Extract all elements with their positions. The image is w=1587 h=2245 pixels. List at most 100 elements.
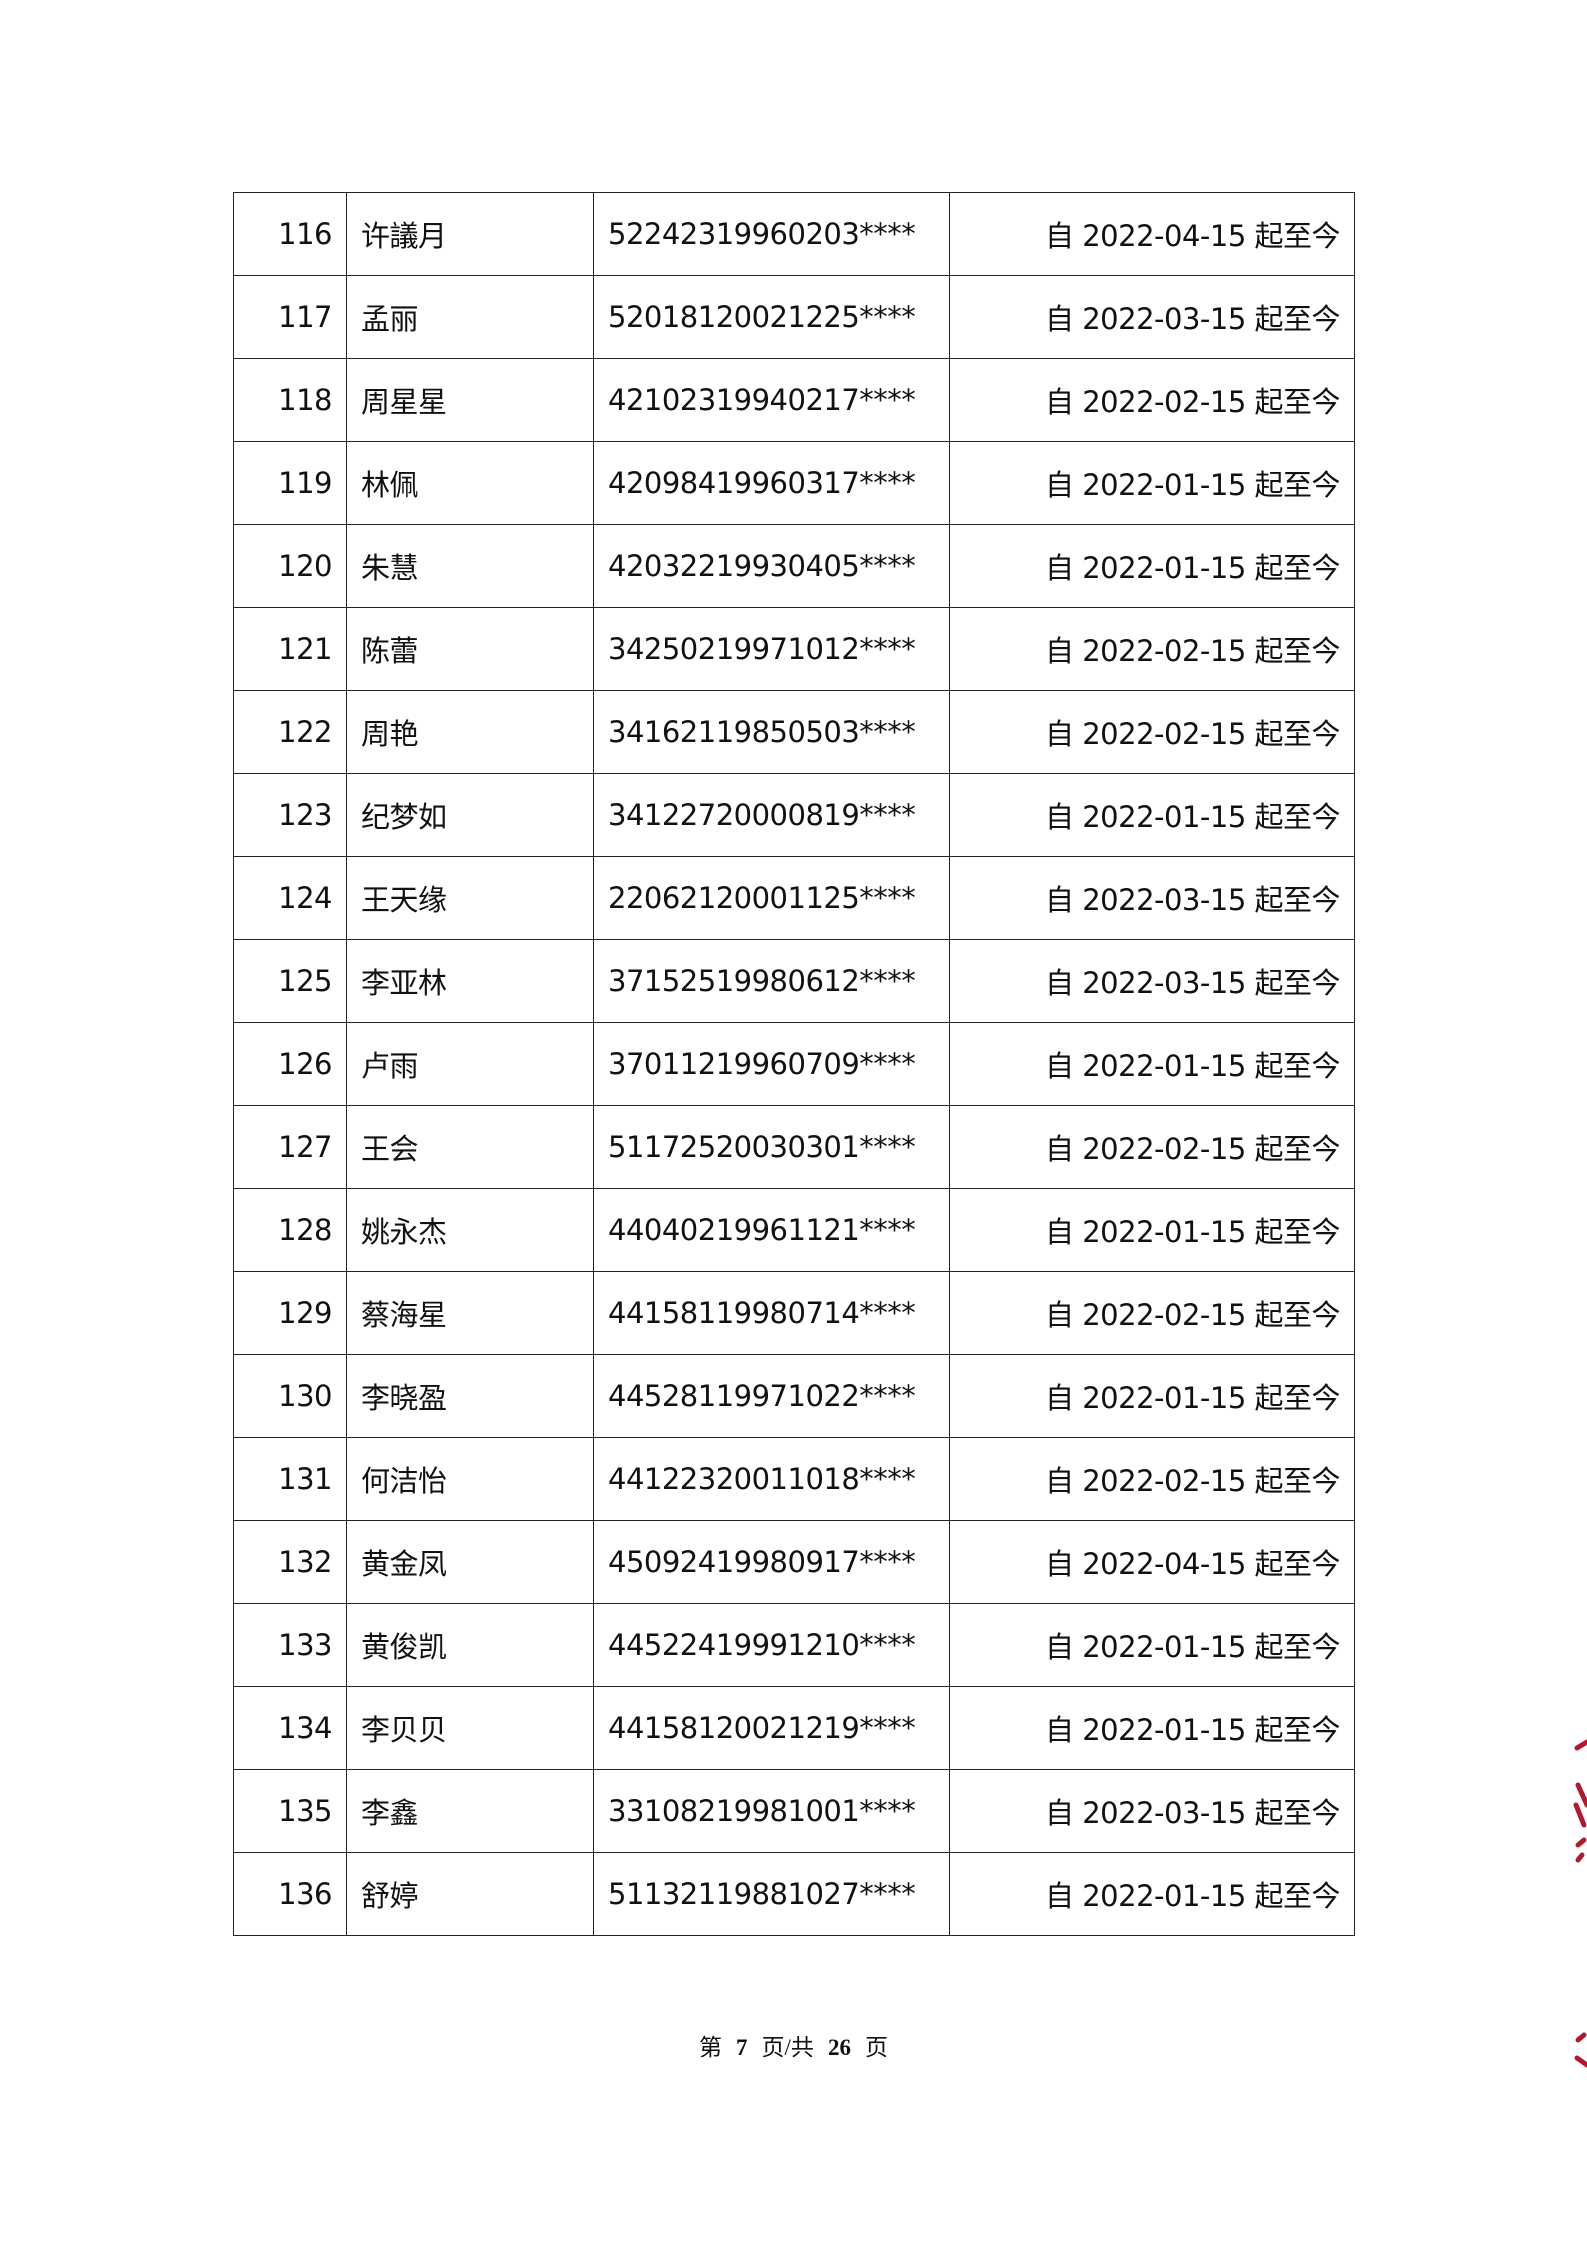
period: 自 2022-02-15 起至今	[949, 1437, 1355, 1521]
person-name: 李鑫	[346, 1769, 594, 1853]
id-number: 44122320011018****	[593, 1437, 950, 1521]
id-number: 34250219971012****	[593, 607, 950, 691]
row-number: 135	[233, 1769, 347, 1853]
table-row: 126 卢雨 37011219960709**** 自 2022-01-15 起至今	[233, 1022, 1355, 1106]
person-name: 何洁怡	[346, 1437, 594, 1521]
row-number: 132	[233, 1520, 347, 1604]
person-name: 舒婷	[346, 1852, 594, 1936]
row-number: 118	[233, 358, 347, 442]
row-number: 130	[233, 1354, 347, 1438]
id-number: 42098419960317****	[593, 441, 950, 525]
row-number: 120	[233, 524, 347, 608]
table-row: 130 李晓盈 44528119971022**** 自 2022-01-15 起至今	[233, 1354, 1355, 1438]
person-name: 许議月	[346, 192, 594, 276]
person-name: 蔡海星	[346, 1271, 594, 1355]
person-name: 孟丽	[346, 275, 594, 359]
row-number: 117	[233, 275, 347, 359]
row-number: 126	[233, 1022, 347, 1106]
footer-middle: 页/共	[761, 2035, 814, 2060]
table-row: 134 李贝贝 44158120021219**** 自 2022-01-15 起至今	[233, 1686, 1355, 1770]
id-number: 44158119980714****	[593, 1271, 950, 1355]
roster-table: 116 许議月 52242319960203**** 自 2022-04-15 起至今…	[233, 192, 1355, 1936]
row-number: 123	[233, 773, 347, 857]
period: 自 2022-01-15 起至今	[949, 1022, 1355, 1106]
table-row: 122 周艳 34162119850503**** 自 2022-02-15 起至今	[233, 690, 1355, 774]
table-row: 116 许議月 52242319960203**** 自 2022-04-15 起至今	[233, 192, 1355, 276]
period: 自 2022-04-15 起至今	[949, 192, 1355, 276]
person-name: 朱慧	[346, 524, 594, 608]
person-name: 陈蕾	[346, 607, 594, 691]
table-row: 127 王会 51172520030301**** 自 2022-02-15 起至今	[233, 1105, 1355, 1189]
id-number: 52018120021225****	[593, 275, 950, 359]
period: 自 2022-02-15 起至今	[949, 358, 1355, 442]
id-number: 52242319960203****	[593, 192, 950, 276]
row-number: 124	[233, 856, 347, 940]
period: 自 2022-01-15 起至今	[949, 524, 1355, 608]
period: 自 2022-02-15 起至今	[949, 1271, 1355, 1355]
table-row: 131 何洁怡 44122320011018**** 自 2022-02-15 起至今	[233, 1437, 1355, 1521]
table-row: 119 林佩 42098419960317**** 自 2022-01-15 起至今	[233, 441, 1355, 525]
row-number: 116	[233, 192, 347, 276]
footer-prefix: 第	[699, 2035, 723, 2060]
id-number: 44040219961121****	[593, 1188, 950, 1272]
row-number: 121	[233, 607, 347, 691]
period: 自 2022-01-15 起至今	[949, 441, 1355, 525]
id-number: 34122720000819****	[593, 773, 950, 857]
id-number: 33108219981001****	[593, 1769, 950, 1853]
row-number: 122	[233, 690, 347, 774]
id-number: 34162119850503****	[593, 690, 950, 774]
row-number: 119	[233, 441, 347, 525]
period: 自 2022-01-15 起至今	[949, 1686, 1355, 1770]
person-name: 王会	[346, 1105, 594, 1189]
row-number: 136	[233, 1852, 347, 1936]
row-number: 125	[233, 939, 347, 1023]
person-name: 周星星	[346, 358, 594, 442]
table-row: 136 舒婷 51132119881027**** 自 2022-01-15 起至今	[233, 1852, 1355, 1936]
id-number: 42102319940217****	[593, 358, 950, 442]
id-number: 37152519980612****	[593, 939, 950, 1023]
period: 自 2022-03-15 起至今	[949, 939, 1355, 1023]
id-number: 44158120021219****	[593, 1686, 950, 1770]
partial-seal-stamp	[1573, 1739, 1587, 2068]
person-name: 李晓盈	[346, 1354, 594, 1438]
id-number: 45092419980917****	[593, 1520, 950, 1604]
id-number: 51132119881027****	[593, 1852, 950, 1936]
table-row: 118 周星星 42102319940217**** 自 2022-02-15 起至今	[233, 358, 1355, 442]
id-number: 42032219930405****	[593, 524, 950, 608]
footer-suffix: 页	[864, 2035, 888, 2060]
id-number: 44528119971022****	[593, 1354, 950, 1438]
person-name: 黄金凤	[346, 1520, 594, 1604]
person-name: 卢雨	[346, 1022, 594, 1106]
period: 自 2022-01-15 起至今	[949, 1852, 1355, 1936]
table-row: 135 李鑫 33108219981001**** 自 2022-03-15 起至今	[233, 1769, 1355, 1853]
table-row: 128 姚永杰 44040219961121**** 自 2022-01-15 起至今	[233, 1188, 1355, 1272]
current-page: 7	[736, 2035, 748, 2060]
person-name: 李贝贝	[346, 1686, 594, 1770]
table-row: 121 陈蕾 34250219971012**** 自 2022-02-15 起至今	[233, 607, 1355, 691]
id-number: 44522419991210****	[593, 1603, 950, 1687]
period: 自 2022-01-15 起至今	[949, 1354, 1355, 1438]
id-number: 22062120001125****	[593, 856, 950, 940]
person-name: 姚永杰	[346, 1188, 594, 1272]
id-number: 37011219960709****	[593, 1022, 950, 1106]
table-row: 132 黄金凤 45092419980917**** 自 2022-04-15 起至今	[233, 1520, 1355, 1604]
period: 自 2022-04-15 起至今	[949, 1520, 1355, 1604]
table-row: 123 纪梦如 34122720000819**** 自 2022-01-15 起至今	[233, 773, 1355, 857]
period: 自 2022-01-15 起至今	[949, 1603, 1355, 1687]
table-row: 133 黄俊凯 44522419991210**** 自 2022-01-15 起至今	[233, 1603, 1355, 1687]
table-row: 124 王天缘 22062120001125**** 自 2022-03-15 起至今	[233, 856, 1355, 940]
row-number: 134	[233, 1686, 347, 1770]
person-name: 纪梦如	[346, 773, 594, 857]
row-number: 127	[233, 1105, 347, 1189]
period: 自 2022-03-15 起至今	[949, 856, 1355, 940]
page-footer: 第 7 页/共 26 页	[0, 2028, 1587, 2062]
person-name: 王天缘	[346, 856, 594, 940]
row-number: 129	[233, 1271, 347, 1355]
row-number: 133	[233, 1603, 347, 1687]
total-pages: 26	[827, 2035, 851, 2060]
period: 自 2022-03-15 起至今	[949, 275, 1355, 359]
period: 自 2022-02-15 起至今	[949, 690, 1355, 774]
period: 自 2022-02-15 起至今	[949, 607, 1355, 691]
person-name: 林佩	[346, 441, 594, 525]
table-row: 120 朱慧 42032219930405**** 自 2022-01-15 起至今	[233, 524, 1355, 608]
